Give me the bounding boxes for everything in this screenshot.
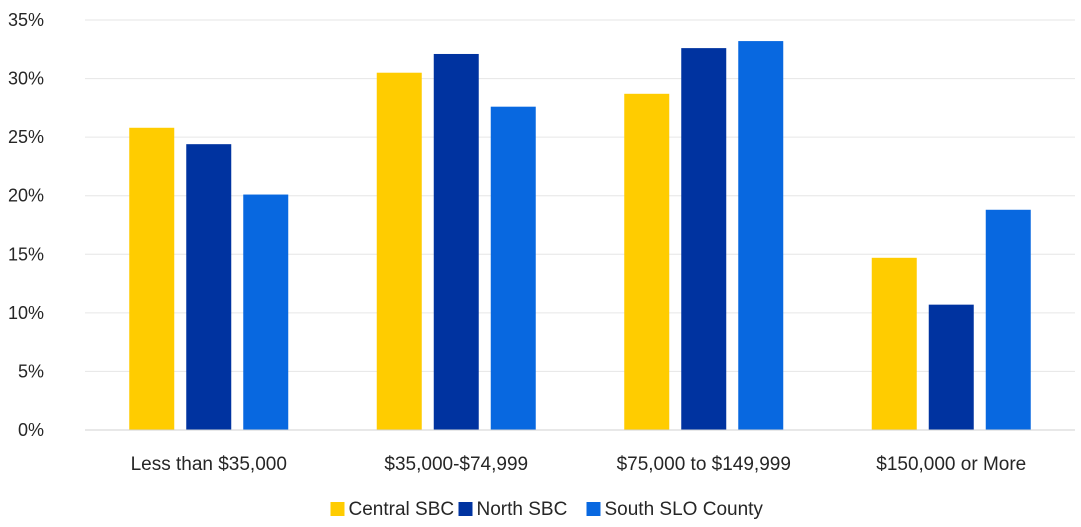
y-tick-label: 0% xyxy=(18,420,44,440)
legend-item-north-sbc: North SBC xyxy=(458,499,568,520)
legend: Central SBC North SBC South SLO County xyxy=(330,499,764,520)
x-category-label: $75,000 to $149,999 xyxy=(617,454,791,475)
x-category-label: $150,000 or More xyxy=(876,454,1026,475)
y-tick-label: 25% xyxy=(8,127,44,147)
bar-central-sbc xyxy=(624,93,670,431)
bar-south-slo-county xyxy=(490,106,536,430)
bar-south-slo-county xyxy=(243,194,289,430)
bar-north-sbc xyxy=(928,304,974,430)
bar-north-sbc xyxy=(433,53,479,430)
bar-central-sbc xyxy=(129,127,175,431)
legend-label: North SBC xyxy=(477,499,568,520)
bar-south-slo-county xyxy=(738,41,784,430)
grid-lines xyxy=(85,19,1075,372)
legend-swatch xyxy=(458,502,473,516)
legend-item-central-sbc: Central SBC xyxy=(330,499,455,520)
legend-label: South SLO County xyxy=(605,499,764,520)
x-category-label: $35,000-$74,999 xyxy=(384,454,528,475)
x-category-label: Less than $35,000 xyxy=(131,454,287,475)
x-axis-category-labels: Less than $35,000 $35,000-$74,999 $75,000 … xyxy=(131,454,1027,475)
bar-central-sbc xyxy=(871,257,917,430)
y-tick-label: 5% xyxy=(18,361,44,381)
y-tick-label: 35% xyxy=(8,10,44,30)
y-tick-label: 30% xyxy=(8,69,44,89)
legend-label: Central SBC xyxy=(349,499,455,520)
y-tick-label: 20% xyxy=(8,186,44,206)
y-tick-label: 15% xyxy=(8,244,44,264)
bar-south-slo-county xyxy=(985,209,1031,430)
y-axis-tick-labels: 0% 5% 10% 15% 20% 25% 30% 35% xyxy=(8,10,44,440)
bar-north-sbc xyxy=(681,48,727,430)
legend-item-south-slo-county: South SLO County xyxy=(586,499,764,520)
bars xyxy=(129,41,1031,431)
bar-north-sbc xyxy=(186,144,232,430)
bar-central-sbc xyxy=(376,72,422,430)
legend-swatch xyxy=(586,502,601,516)
y-tick-label: 10% xyxy=(8,303,44,323)
legend-swatch xyxy=(330,502,345,516)
